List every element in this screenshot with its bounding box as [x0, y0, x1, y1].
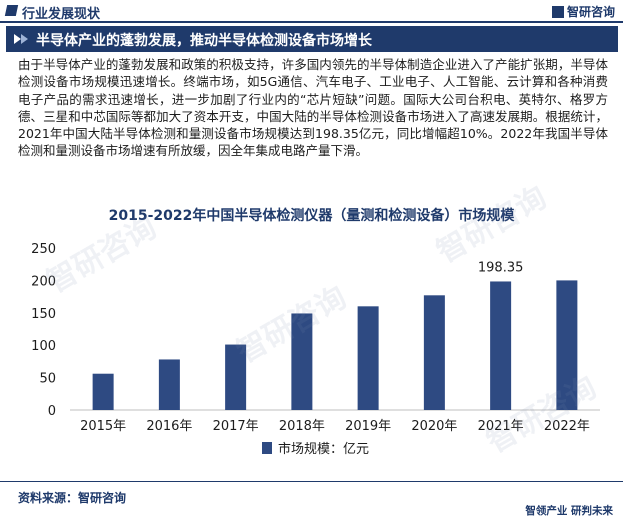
- data-label: 198.35: [478, 260, 524, 275]
- brand-logo-text: 智研咨询: [566, 5, 615, 19]
- brand-logo-icon: [551, 6, 564, 18]
- bar: [92, 373, 114, 410]
- legend-label: 市场规模：亿元: [278, 441, 369, 457]
- x-tick-label: 2020年: [411, 419, 457, 434]
- legend-swatch: [262, 442, 272, 454]
- bar: [158, 359, 180, 410]
- x-tick-label: 2021年: [478, 419, 524, 434]
- body-paragraph: 由于半导体产业的蓬勃发展和政策的积极支持，许多国内领先的半导体制造企业进入了产能…: [18, 57, 608, 159]
- bar-chart: 0 50 100 150 200 250 2015年 2016年 2017年 2018年 2019年…: [31, 242, 600, 457]
- footer-rule: [0, 481, 623, 482]
- y-tick-label: 100: [31, 339, 56, 354]
- brand-logo: 智研咨询: [551, 3, 615, 20]
- bar: [423, 295, 445, 410]
- footer-slogan: 智领产业 研判未来: [525, 505, 613, 517]
- bar: [556, 280, 578, 410]
- headline-banner: 半导体产业的蓬勃发展，推动半导体检测设备市场增长: [6, 26, 618, 52]
- y-tick-label: 0: [48, 404, 56, 419]
- x-tick-label: 2018年: [279, 419, 325, 434]
- header-rule: [0, 21, 623, 23]
- x-tick-label: 2017年: [213, 419, 259, 434]
- x-tick-label: 2016年: [146, 419, 192, 434]
- y-tick-label: 250: [31, 242, 56, 257]
- banner-arrow-secondary-icon: [21, 34, 28, 44]
- bar: [291, 313, 313, 410]
- y-tick-label: 200: [31, 274, 56, 289]
- bar: [357, 306, 379, 410]
- section-mark-icon: [4, 5, 19, 16]
- header-bar: 行业发展现状 智研咨询: [0, 0, 623, 23]
- y-tick-label: 50: [39, 372, 56, 387]
- section-title: 行业发展现状: [22, 7, 101, 22]
- x-tick-label: 2015年: [80, 419, 126, 434]
- x-tick-label: 2019年: [345, 419, 391, 434]
- source-note: 资料来源：智研咨询: [18, 491, 127, 505]
- bar: [490, 281, 512, 410]
- banner-arrow-icon: [14, 34, 21, 44]
- banner-headline: 半导体产业的蓬勃发展，推动半导体检测设备市场增长: [36, 33, 372, 49]
- x-tick-label: 2022年: [544, 419, 590, 434]
- chart-title: 2015-2022年中国半导体检测仪器（量测和检测设备）市场规模: [108, 208, 515, 224]
- y-tick-label: 150: [31, 307, 56, 322]
- bar: [225, 344, 247, 410]
